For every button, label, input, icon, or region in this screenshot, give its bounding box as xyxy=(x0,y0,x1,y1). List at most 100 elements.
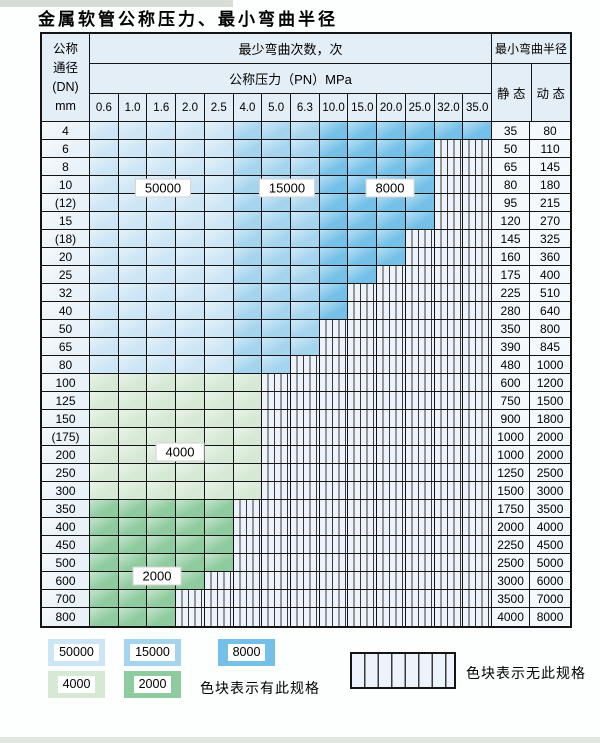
spec-cell xyxy=(377,212,406,229)
dn-value: 20 xyxy=(42,248,90,265)
spec-cell xyxy=(176,248,205,265)
no-spec-cell xyxy=(377,302,406,319)
spec-cell xyxy=(176,266,205,283)
dn-value: 450 xyxy=(42,536,90,553)
no-spec-cell xyxy=(348,428,378,445)
no-spec-cell xyxy=(434,194,464,211)
no-spec-cell xyxy=(463,266,493,283)
no-spec-cell xyxy=(291,464,320,481)
table-row: (18) 145 325 xyxy=(42,230,571,248)
no-spec-cell xyxy=(262,500,292,517)
no-spec-cell xyxy=(319,320,349,337)
spec-cell xyxy=(233,176,263,193)
no-spec-cell xyxy=(463,212,493,229)
table-body: 4 35 80 6 50 110 8 65 145 10 80 180 (12) 95 215 15 120 27… xyxy=(42,122,571,626)
legend-swatch-4000: 4000 xyxy=(48,671,105,698)
no-spec-cell xyxy=(291,590,320,607)
no-spec-cell xyxy=(348,320,378,337)
spec-cell xyxy=(204,248,234,265)
dynamic-radius-value: 2500 xyxy=(530,464,571,481)
no-spec-cell xyxy=(405,482,435,499)
spec-cell xyxy=(176,158,205,175)
spec-cell xyxy=(90,320,119,337)
spec-cell xyxy=(118,392,148,409)
table-row: 25 175 400 xyxy=(42,266,571,284)
spec-cell xyxy=(319,194,349,211)
spec-cell xyxy=(118,266,148,283)
dn-value: 500 xyxy=(42,554,90,571)
legend-has-spec-text: 色块表示有此规格 xyxy=(200,680,320,696)
spec-cell xyxy=(147,464,177,481)
spec-cell xyxy=(262,284,292,301)
spec-cell xyxy=(90,428,119,445)
no-spec-cell xyxy=(463,392,493,409)
table-row: 350 1750 3500 xyxy=(42,500,571,518)
spec-cell xyxy=(348,212,378,229)
no-spec-cell xyxy=(176,590,205,607)
spec-cell xyxy=(118,122,148,139)
pressure-column-header: 0.6 xyxy=(90,94,119,121)
table-row: 40 280 640 xyxy=(42,302,571,320)
spec-cell xyxy=(233,338,263,355)
table-row: 600 3000 6000 xyxy=(42,572,571,590)
spec-cell xyxy=(90,500,119,517)
no-spec-cell xyxy=(233,536,263,553)
spec-cell xyxy=(233,374,263,391)
spec-cell xyxy=(118,320,148,337)
no-spec-cell xyxy=(434,500,464,517)
cycle-count-label: 4000 xyxy=(155,442,205,462)
dn-value: 100 xyxy=(42,374,90,391)
bottom-strip xyxy=(0,737,600,743)
legend-swatch-label: 2000 xyxy=(133,676,172,693)
dn-value: 80 xyxy=(42,356,90,373)
no-spec-cell xyxy=(377,428,406,445)
spec-cell xyxy=(118,140,148,157)
no-spec-cell xyxy=(434,230,464,247)
no-spec-cell xyxy=(348,374,378,391)
spec-cell xyxy=(262,194,292,211)
spec-cell xyxy=(147,266,177,283)
no-spec-cell xyxy=(319,392,349,409)
dynamic-radius-value: 5000 xyxy=(530,554,571,571)
spec-cell xyxy=(118,374,148,391)
spec-cell xyxy=(262,302,292,319)
spec-cell xyxy=(147,320,177,337)
no-spec-cell xyxy=(319,356,349,373)
static-radius-value: 120 xyxy=(492,212,531,229)
spec-cell xyxy=(204,176,234,193)
static-radius-value: 1500 xyxy=(492,482,531,499)
no-spec-cell xyxy=(377,320,406,337)
static-radius-value: 1250 xyxy=(492,464,531,481)
spec-cell xyxy=(147,428,177,445)
page-title: 金属软管公称压力、最小弯曲半径 xyxy=(38,10,338,29)
no-spec-cell xyxy=(204,590,234,607)
no-spec-cell xyxy=(377,446,406,463)
spec-cell xyxy=(118,518,148,535)
dn-value: 10 xyxy=(42,176,90,193)
spec-cell xyxy=(90,122,119,139)
spec-cell xyxy=(291,302,320,319)
dynamic-radius-value: 4500 xyxy=(530,536,571,553)
spec-cell xyxy=(319,140,349,157)
no-spec-cell xyxy=(434,338,464,355)
spec-cell xyxy=(147,158,177,175)
no-spec-cell xyxy=(348,446,378,463)
spec-cell xyxy=(90,410,119,427)
no-spec-cell xyxy=(434,518,464,535)
no-spec-cell xyxy=(405,608,435,626)
pressure-column-header: 32.0 xyxy=(435,94,464,121)
dynamic-radius-value: 325 xyxy=(530,230,571,247)
no-spec-cell xyxy=(463,338,493,355)
spec-cell xyxy=(90,212,119,229)
spec-cell xyxy=(90,518,119,535)
spec-cell xyxy=(176,482,205,499)
static-radius-value: 3000 xyxy=(492,572,531,589)
spec-cell xyxy=(233,302,263,319)
table-row: 50 350 800 xyxy=(42,320,571,338)
spec-cell xyxy=(176,428,205,445)
dn-header-line: (DN) xyxy=(52,79,79,94)
static-radius-value: 900 xyxy=(492,410,531,427)
dn-value: 6 xyxy=(42,140,90,157)
spec-cell xyxy=(291,338,320,355)
no-spec-cell xyxy=(463,518,493,535)
